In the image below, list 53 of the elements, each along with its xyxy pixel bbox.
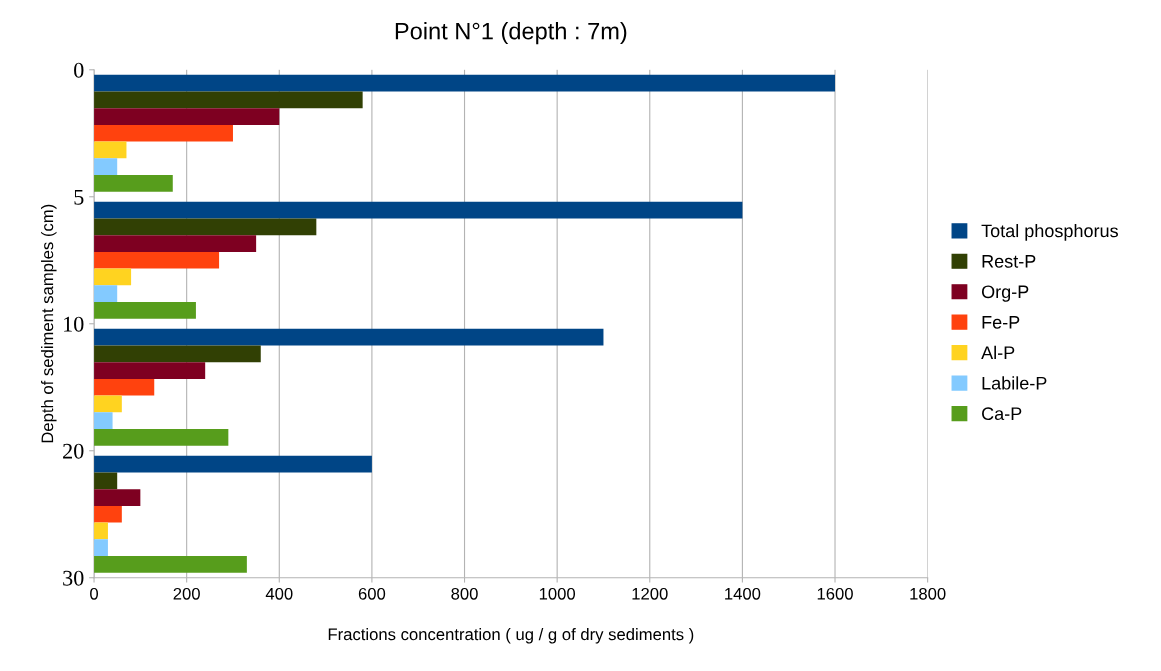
bar [94, 362, 206, 379]
bar [94, 522, 108, 540]
bar [94, 175, 173, 192]
bar [94, 378, 155, 396]
bar [94, 235, 257, 252]
bar [94, 268, 132, 286]
bar [94, 74, 836, 92]
legend-label: Rest-P [982, 255, 1036, 268]
x-tick-label: 1000 [539, 587, 576, 600]
x-tick-label: 400 [265, 587, 293, 600]
bar [94, 455, 372, 473]
bar [94, 412, 113, 429]
text: 10 [64, 316, 84, 332]
text: 5 [74, 189, 84, 205]
bar [94, 345, 261, 363]
legend-label: Al-P [981, 345, 1015, 359]
bar [94, 539, 108, 556]
bar [94, 395, 122, 413]
bar [94, 472, 118, 490]
bar [94, 108, 280, 125]
text: 30 [63, 570, 84, 586]
legend-label: Ca-P [982, 407, 1022, 421]
bar [94, 301, 196, 319]
x-tick-label: 1200 [632, 587, 668, 600]
legend-label: Labile-P [982, 376, 1047, 390]
x-tick-label: 200 [173, 587, 200, 600]
x-tick-label: 0 [90, 587, 99, 600]
bar [94, 158, 118, 175]
bar [94, 91, 363, 109]
x-tick-label: 600 [358, 587, 386, 600]
legend-label: Total phosphorus [981, 223, 1118, 241]
legend-label: Fe-P [982, 316, 1020, 329]
chart-title: Point N°1 (depth : 7m) [395, 22, 627, 45]
bar [94, 251, 220, 269]
bar [94, 124, 233, 142]
x-tick-label: 1400 [725, 587, 761, 600]
text: 20 [63, 443, 84, 459]
bar [94, 218, 317, 236]
bar [94, 141, 127, 159]
y-axis-title: Depth of sediment samples (cm) [41, 204, 57, 443]
bar [94, 489, 141, 506]
bar [94, 285, 118, 302]
text: 0 [74, 62, 84, 78]
x-tick-label: 1800 [910, 587, 946, 600]
bar [94, 555, 247, 573]
bar [94, 328, 604, 346]
x-axis-title: Fractions concentration ( ug / g of dry sediments ) [328, 627, 694, 644]
bar [94, 201, 743, 219]
x-tick-label: 1600 [817, 587, 853, 600]
bar [94, 505, 122, 523]
x-tick-label: 800 [451, 587, 478, 600]
legend-label: Org-P [981, 285, 1029, 302]
bar [94, 428, 229, 446]
